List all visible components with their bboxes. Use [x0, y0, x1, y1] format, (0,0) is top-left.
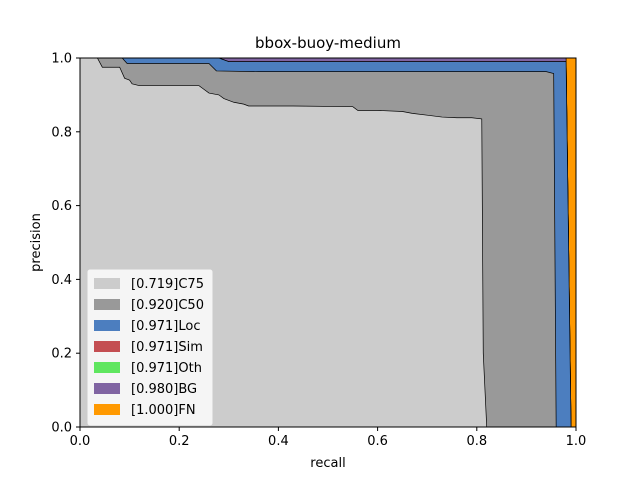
y-tick-label: 0.4 — [51, 273, 72, 288]
legend-swatch — [94, 362, 120, 373]
legend-swatch — [94, 299, 120, 310]
legend-label: [1.000]FN — [131, 403, 196, 418]
legend-label: [0.920]C50 — [131, 298, 204, 313]
y-tick-label: 0.0 — [51, 421, 72, 436]
y-tick-label: 0.6 — [51, 199, 72, 214]
legend-swatch — [94, 404, 120, 415]
x-axis-label: recall — [310, 456, 345, 471]
legend-swatch — [94, 383, 120, 394]
legend-label: [0.971]Loc — [131, 319, 200, 334]
plot-frame — [79, 57, 577, 428]
legend-swatch — [94, 320, 120, 331]
legend-swatch — [94, 341, 120, 352]
chart-title: bbox-buoy-medium — [255, 34, 401, 52]
y-tick-label: 0.2 — [51, 347, 72, 362]
y-axis-label: precision — [29, 213, 44, 272]
legend-swatch — [94, 278, 120, 289]
y-axis: 0.0 0.2 0.4 0.6 0.8 1.0 — [51, 52, 80, 436]
legend-label: [0.971]Sim — [131, 340, 203, 355]
x-tick-label: 0.2 — [169, 434, 190, 449]
legend-label: [0.971]Oth — [131, 361, 202, 376]
x-tick-label: 0.4 — [268, 434, 289, 449]
y-tick-label: 1.0 — [51, 52, 72, 67]
x-tick-label: 1.0 — [566, 434, 587, 449]
legend-label: [0.980]BG — [131, 382, 197, 397]
legend: [0.719]C75 [0.920]C50 [0.971]Loc [0.971]Sim… — [86, 268, 214, 427]
y-tick-label: 0.8 — [51, 125, 72, 140]
x-tick-label: 0.6 — [367, 434, 388, 449]
x-tick-label: 0.0 — [70, 434, 91, 449]
legend-label: [0.719]C75 — [131, 277, 204, 292]
x-tick-label: 0.8 — [466, 434, 487, 449]
x-axis: 0.0 0.2 0.4 0.6 0.8 1.0 — [70, 427, 587, 449]
